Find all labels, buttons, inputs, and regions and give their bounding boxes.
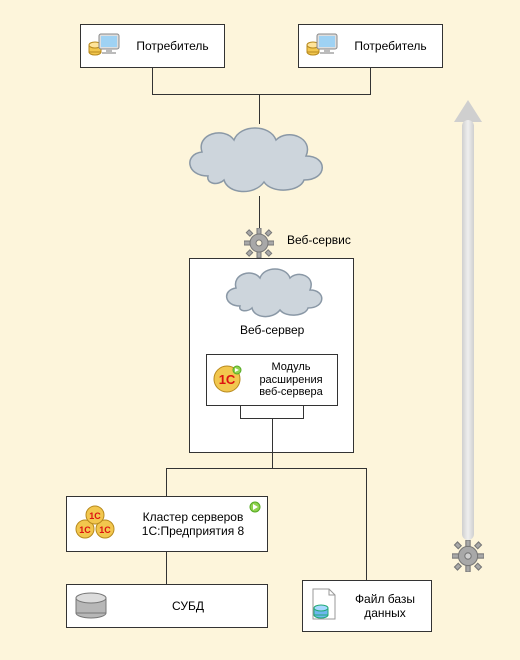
cluster-1c-icon: 1C 1C 1C <box>73 503 119 546</box>
ext-module-label: Модуль расширения веб-сервера <box>249 361 333 399</box>
connector <box>166 468 367 469</box>
consumer-label-1: Потребитель <box>127 39 218 53</box>
connector <box>272 418 273 468</box>
arrow-shaft <box>462 120 474 540</box>
ext-module-box: 1C Модуль расширения веб-сервера <box>206 354 338 406</box>
svg-text:1C: 1C <box>89 511 101 521</box>
file-cylinder-icon <box>309 587 339 626</box>
connector <box>370 68 371 94</box>
cloud-icon-webserver <box>218 262 328 320</box>
filedb-box: Файл базы данных <box>302 580 432 632</box>
filedb-label: Файл базы данных <box>345 592 425 621</box>
connector <box>152 94 371 95</box>
subd-box: СУБД <box>66 584 268 628</box>
connector <box>259 196 260 232</box>
arrow-up-icon <box>454 100 482 122</box>
gear-icon <box>244 228 274 261</box>
cluster-box: 1C 1C 1C Кластер серверов 1С:Предприятия… <box>66 496 268 552</box>
cloud-icon-internet <box>178 118 333 198</box>
subd-label: СУБД <box>115 599 261 613</box>
web-server-label: Веб-сервер <box>240 323 304 337</box>
connector <box>240 406 241 418</box>
svg-text:1C: 1C <box>79 525 91 535</box>
cylinder-icon <box>73 591 109 622</box>
connector <box>166 468 167 496</box>
connector <box>152 68 153 94</box>
monitor-db-icon <box>87 30 121 63</box>
connector <box>366 468 367 580</box>
logo-1c-icon: 1C <box>211 363 243 398</box>
connector <box>303 406 304 418</box>
play-icon <box>249 501 261 516</box>
svg-text:1C: 1C <box>219 372 236 387</box>
web-service-label: Веб-сервис <box>287 233 351 247</box>
monitor-db-icon <box>305 30 339 63</box>
connector <box>166 552 167 584</box>
cluster-label: Кластер серверов 1С:Предприятия 8 <box>125 510 261 539</box>
gear-icon <box>452 540 484 575</box>
consumer-box-2: Потребитель <box>298 24 443 68</box>
consumer-box-1: Потребитель <box>80 24 225 68</box>
svg-text:1C: 1C <box>99 525 111 535</box>
consumer-label-2: Потребитель <box>345 39 436 53</box>
